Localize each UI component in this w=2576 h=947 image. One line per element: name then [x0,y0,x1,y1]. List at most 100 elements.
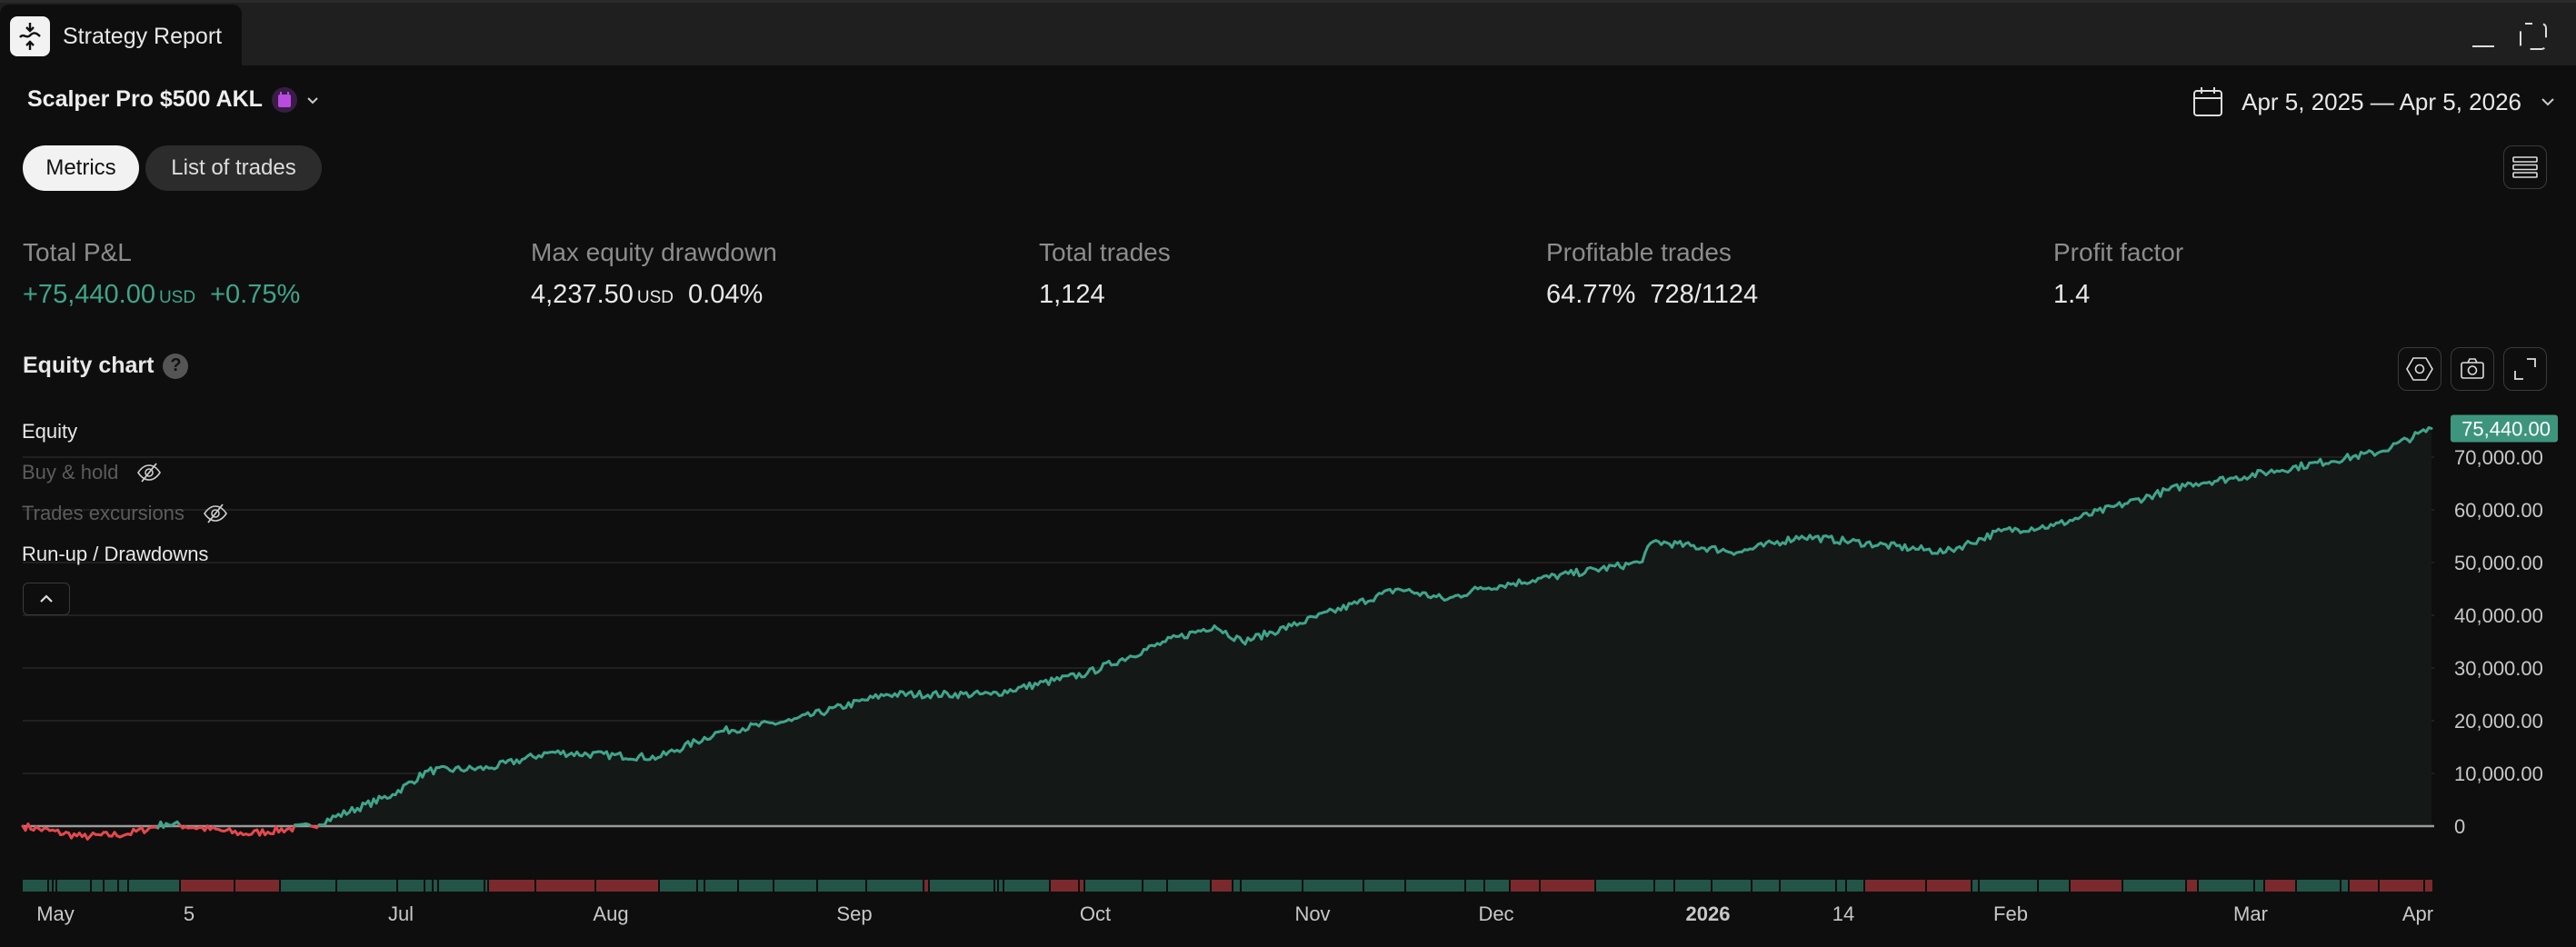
tab-metrics[interactable]: Metrics [23,145,139,191]
losing-trade-bar [1865,880,1925,892]
legend-label: Run-up / Drawdowns [22,543,209,565]
screenshot-button[interactable] [2451,347,2494,391]
winning-trade-bar [23,880,47,892]
minimize-button[interactable] [2461,21,2498,54]
losing-trade-bar [2265,880,2295,892]
equity-line-segment [2427,426,2433,430]
equity-line-segment [2159,487,2165,498]
metric-ratio: 728/1124 [1650,280,1759,309]
metric-label: Profit factor [2053,238,2184,266]
losing-trade-bar [924,880,928,892]
legend-trades-excursions[interactable]: Trades excursions [22,502,228,525]
strategy-logo-icon [10,16,50,56]
x-tick-label: Oct [1080,902,1111,925]
winning-trade-bar [434,880,437,892]
winning-trade-bar [818,880,865,892]
y-tick-label: 30,000.00 [2454,657,2543,680]
x-tick-label: 5 [184,902,195,925]
x-tick-label: Feb [1993,902,2028,925]
losing-trade-bar [235,880,279,892]
losing-trade-bar [1541,880,1594,892]
equity-area [23,427,2431,826]
losing-trade-bar [596,880,658,892]
winning-trade-bar [1406,880,1464,892]
winning-trade-bar [1085,880,1142,892]
losing-trade-bar [181,880,234,892]
x-tick-label: 14 [1832,902,1854,925]
fullscreen-button[interactable] [2503,347,2547,391]
metric-max-drawdown: Max equity drawdown 4,237.50 USD 0.04% [531,238,777,310]
metric-value: 4,237.50 [531,280,634,309]
x-tick-label: Mar [2233,902,2268,925]
winning-trade-bar [1143,880,1166,892]
winning-trade-bar [1980,880,2037,892]
winning-trade-bar [2297,880,2340,892]
tab-strategy-report[interactable]: Strategy Report [0,5,242,68]
collapse-legend-button[interactable] [23,583,70,615]
svg-text:75,440.00: 75,440.00 [2461,417,2551,440]
maximize-button[interactable] [2516,21,2552,54]
metric-unit: USD [636,288,674,307]
metric-unit: USD [158,288,196,307]
help-icon[interactable]: ? [163,353,189,379]
expand-icon [2514,358,2536,380]
layout-toggle-button[interactable] [2503,145,2547,189]
x-tick-label: Apr [2402,902,2433,925]
equity-chart[interactable]: 0 10,000.00 20,000.00 30,000.00 40,000.00 50,… [0,400,2576,947]
winning-trade-bar [281,880,335,892]
metric-percent: +0.75% [210,280,301,309]
legend-buy-and-hold[interactable]: Buy & hold [22,461,162,484]
metric-profit-factor: Profit factor 1.4 [2053,238,2183,310]
strategy-selector[interactable]: Scalper Pro $500 AKL [27,86,323,113]
winning-trade-bar [92,880,103,892]
winning-trade-bar [129,880,179,892]
winning-trade-bar [1655,880,1673,892]
tab-list-of-trades[interactable]: List of trades [145,145,322,191]
winning-trade-bar [1168,880,1210,892]
metric-label: Profitable trades [1546,238,1732,266]
eye-off-icon[interactable] [203,503,228,524]
y-tick-label: 10,000.00 [2454,763,2543,785]
losing-trade-bar [1051,880,1078,892]
y-tick-label: 20,000.00 [2454,710,2543,733]
chart-settings-button[interactable] [2398,347,2441,391]
metric-value: +75,440.00 [23,280,155,309]
legend-equity[interactable]: Equity [22,420,77,444]
chart-title-text: Equity chart [23,353,155,378]
winning-trade-bar [705,880,737,892]
settings-hexagon-icon [2406,357,2433,381]
metric-profitable-trades: Profitable trades 64.77% 728/1124 [1546,238,1758,310]
chevron-up-icon [40,594,53,603]
winning-trade-bar [660,880,696,892]
winning-trade-bar [398,880,424,892]
last-value-label: 75,440.00 [2451,414,2558,443]
legend-label: Trades excursions [22,502,185,524]
x-tick-label: Jul [388,902,414,925]
calendar-icon [2193,87,2223,116]
chevron-down-icon [307,96,318,104]
x-tick-label: Dec [1478,902,1513,925]
eye-off-icon[interactable] [136,462,162,483]
metric-label: Max equity drawdown [531,238,777,266]
winning-trade-bar [425,880,432,892]
winning-trade-bar [1242,880,1302,892]
winning-trade-bar [867,880,923,892]
losing-trade-bar [536,880,594,892]
losing-trade-bar [2071,880,2122,892]
date-range-selector[interactable]: Apr 5, 2025 — Apr 5, 2026 [2192,86,2556,117]
losing-trade-bar [2350,880,2378,892]
x-tick-label: 2026 [1686,902,1731,925]
winning-trade-bar [2199,880,2253,892]
winning-trade-bar [995,880,997,892]
y-tick-label: 70,000.00 [2454,446,2543,469]
x-tick-label: May [36,902,75,925]
equity-line-segment [358,802,364,812]
losing-trade-bar [2187,880,2197,892]
winning-trade-bar [57,880,90,892]
maximize-icon [2520,23,2547,50]
tab-title: Strategy Report [63,23,223,49]
winning-trade-bar [2039,880,2069,892]
metric-value: 1.4 [2053,280,2091,309]
winning-trade-bar [1364,880,1404,892]
legend-runup-drawdowns[interactable]: Run-up / Drawdowns [22,543,208,566]
